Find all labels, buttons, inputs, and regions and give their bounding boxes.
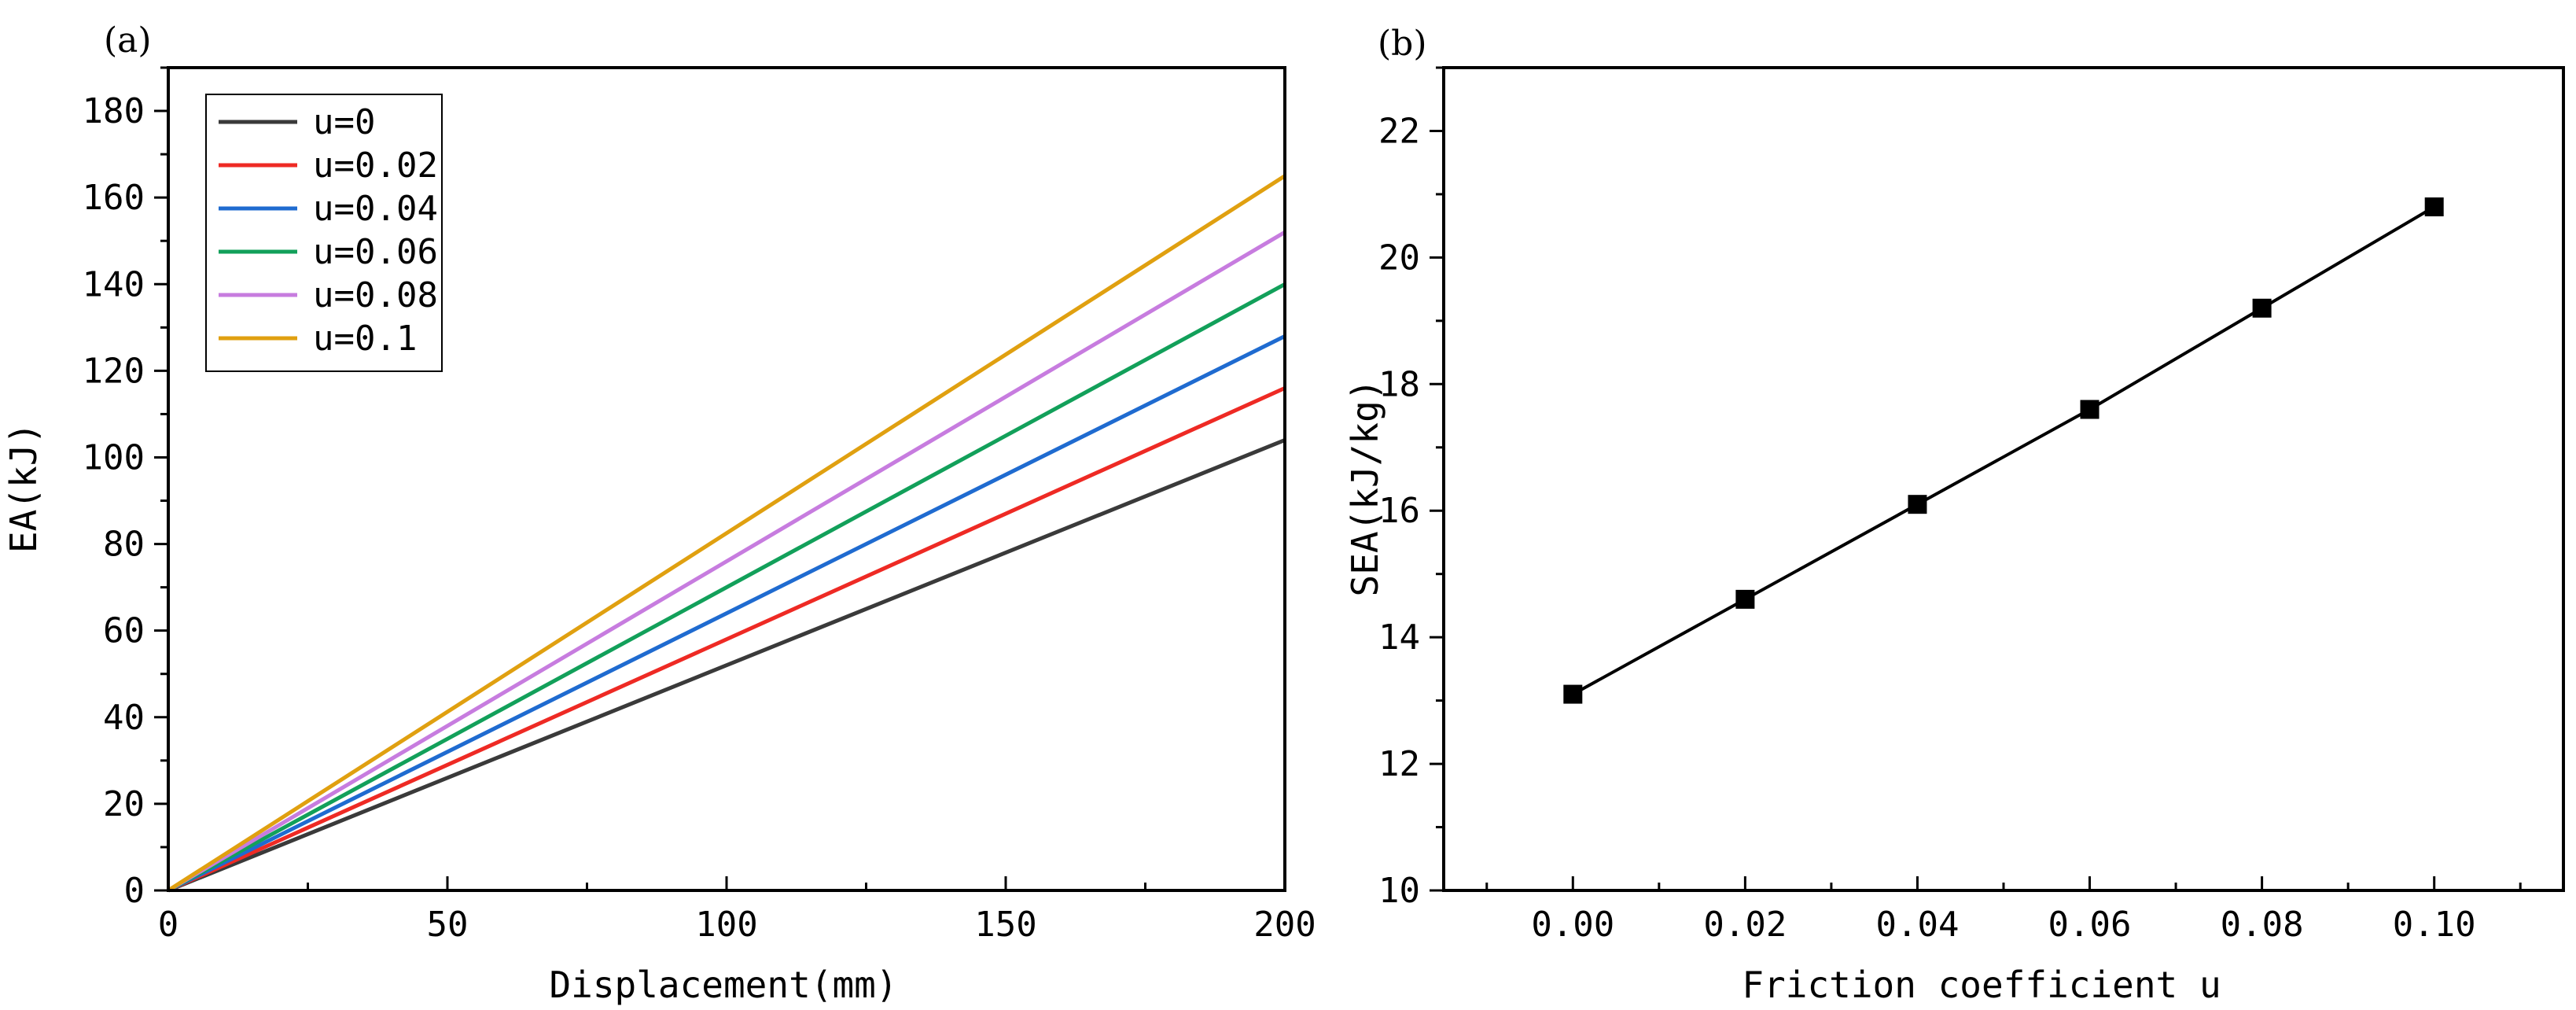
panel-a-x-tick-label: 100 — [695, 905, 757, 945]
panel-a-legend-label-3: u=0.06 — [313, 232, 438, 272]
panel-b-label: (b) — [1378, 24, 1427, 64]
panel-a-y-tick-label: 100 — [83, 437, 145, 477]
panel-a-y-tick-label: 20 — [103, 784, 145, 824]
panel-b-series-line — [1572, 205, 2435, 696]
panel-a-legend-label-0: u=0 — [313, 102, 375, 142]
panel-a-series-line-3 — [167, 282, 1286, 893]
panel-a-series-line-0 — [167, 438, 1286, 893]
panel-a-legend-label-4: u=0.08 — [313, 275, 438, 315]
panel-b-x-tick-label: 0.02 — [1703, 905, 1787, 945]
panel-b-data-point-1 — [1735, 589, 1755, 609]
panel-b-data-point-3 — [2080, 400, 2099, 419]
panel-b-y-tick-label: 22 — [1378, 111, 1420, 151]
panel-b-x-tick-label: 0.06 — [2048, 905, 2132, 945]
panel-b-x-tick-label: 0.10 — [2393, 905, 2476, 945]
panel-a-y-tick-label: 60 — [103, 611, 145, 651]
panel-b-y-tick-label: 16 — [1378, 491, 1420, 531]
panel-b-data-point-4 — [2252, 298, 2272, 318]
panel-a-x-tick-label: 0 — [158, 905, 179, 945]
panel-a-label: (a) — [104, 20, 152, 61]
panel-a-legend-label-5: u=0.1 — [313, 319, 417, 359]
panel-a-series-line-2 — [167, 334, 1286, 893]
panel-a-y-tick-label: 80 — [103, 525, 145, 565]
panel-a-energy-absorption-chart: (a) EA(kJ) Displacement(mm) 0 50 100 150 200… — [2, 20, 1316, 1006]
panel-b-data-point-5 — [2424, 197, 2444, 217]
panel-a-legend-label-1: u=0.02 — [313, 146, 438, 186]
panel-a-plot-frame — [167, 66, 1286, 892]
panel-a-series-line-1 — [167, 386, 1286, 893]
panel-b-y-tick-label: 20 — [1378, 238, 1420, 278]
panel-a-series-line-4 — [167, 230, 1286, 893]
panel-a-y-tick-label: 140 — [83, 264, 145, 304]
panel-b-y-tick-label: 14 — [1378, 617, 1420, 658]
panel-b-plot-frame — [1442, 66, 2565, 892]
panel-b-x-tick-label: 0.04 — [1875, 905, 1959, 945]
panel-a-y-tick-label: 180 — [83, 91, 145, 131]
panel-b-y-axis-title: SEA(kJ/kg) — [1344, 379, 1386, 597]
panel-b-ticks: 0.00 0.02 0.04 0.06 0.08 0.10 10 12 14 16 18 20 22 — [1378, 66, 2522, 945]
panel-b-sea-chart: (b) SEA(kJ/kg) Friction coefficient u 0.… — [1344, 24, 2565, 1006]
panel-a-legend-label-2: u=0.04 — [313, 189, 438, 229]
panel-a-x-tick-label: 200 — [1253, 905, 1316, 945]
panel-a-y-tick-label: 160 — [83, 178, 145, 218]
panel-b-y-tick-label: 18 — [1378, 364, 1420, 404]
panel-a-series-line-5 — [167, 174, 1286, 893]
panel-b-data-point-2 — [1908, 495, 1927, 514]
panel-a-y-tick-label: 40 — [103, 698, 145, 738]
panel-a-x-tick-label: 50 — [427, 905, 469, 945]
panel-a-y-tick-label: 120 — [83, 351, 145, 391]
panel-a-y-axis-title: EA(kJ) — [2, 422, 45, 553]
panel-b-x-tick-label: 0.08 — [2221, 905, 2304, 945]
panel-a-ticks: 0 50 100 150 200 0 20 40 60 80 100 120 140 160 180 — [83, 66, 1316, 945]
panel-a-y-tick-label: 0 — [124, 871, 145, 911]
panel-a-x-tick-label: 150 — [974, 905, 1036, 945]
panel-b-x-axis-title: Friction coefficient u — [1742, 964, 2221, 1006]
panel-a-series — [167, 174, 1286, 893]
panel-a-x-axis-title: Displacement(mm) — [549, 964, 897, 1006]
panel-b-x-tick-label: 0.00 — [1531, 905, 1614, 945]
panel-b-y-tick-label: 10 — [1378, 871, 1420, 911]
panel-a-legend: u=0u=0.02u=0.04u=0.06u=0.08u=0.1 — [205, 94, 443, 372]
panel-b-y-tick-label: 12 — [1378, 744, 1420, 784]
panel-a-legend-box — [205, 94, 443, 372]
panel-b-series — [1563, 197, 2444, 704]
panel-b-data-point-0 — [1563, 684, 1583, 704]
